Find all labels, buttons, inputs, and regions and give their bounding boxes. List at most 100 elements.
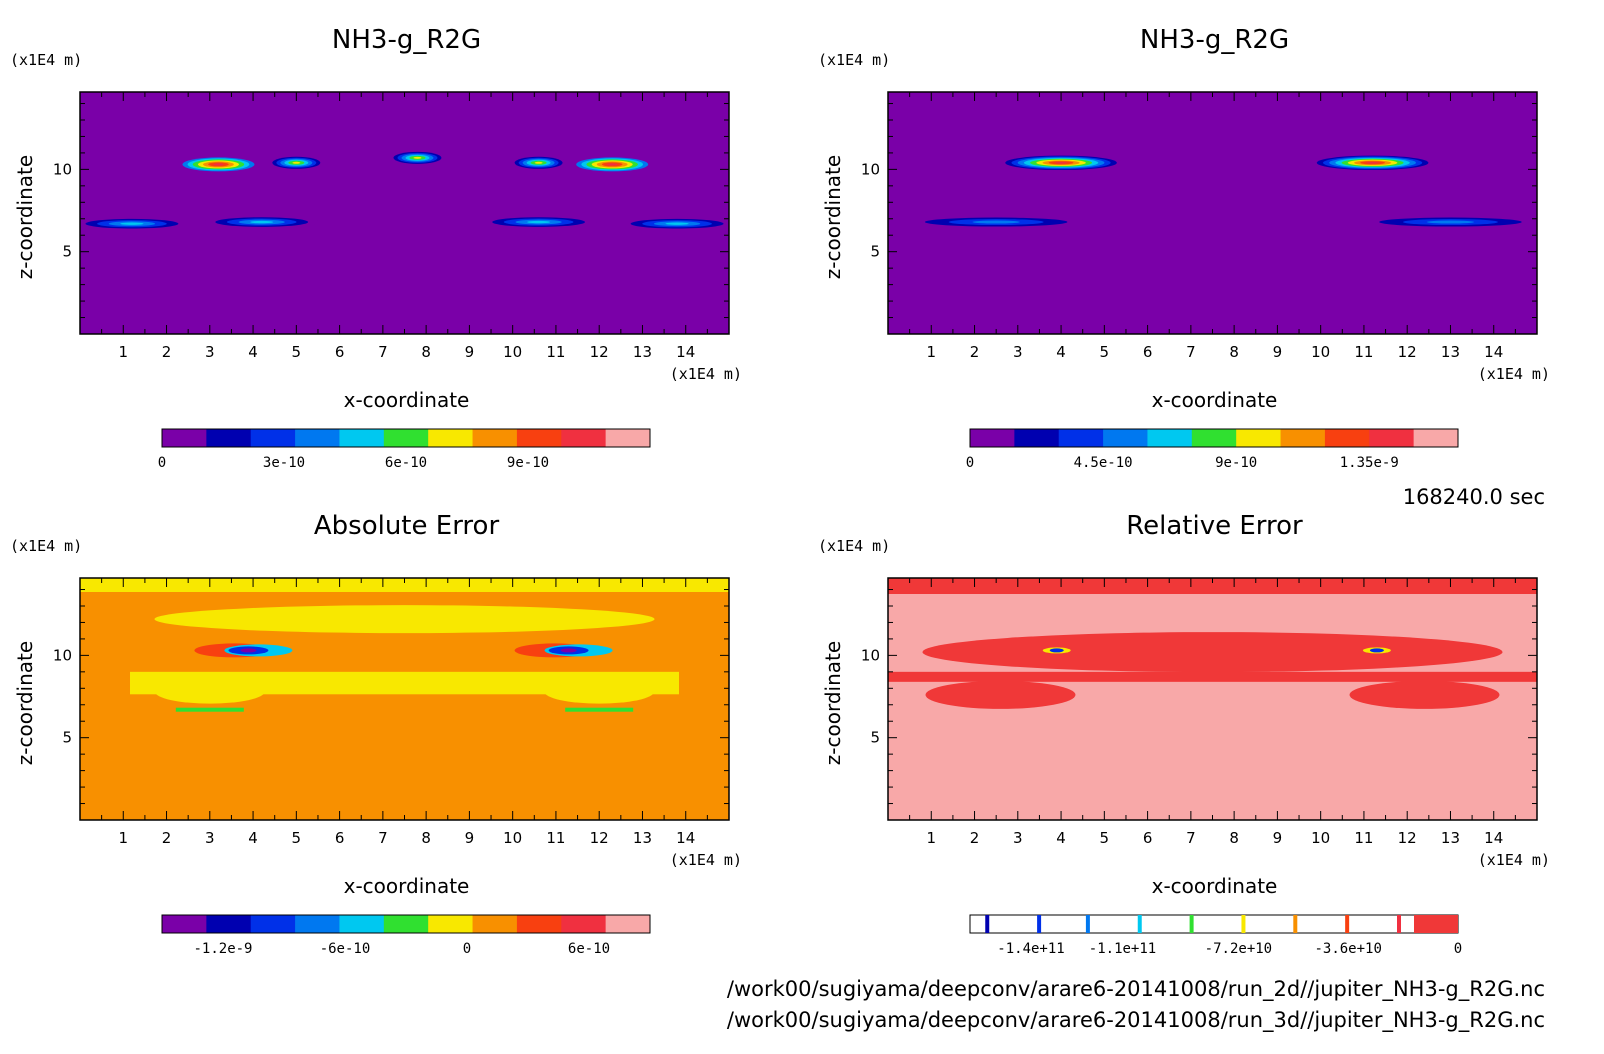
x-tick-label: 5 [292,343,302,361]
x-unit-label: (x1E4 m) [670,365,742,383]
colorbar-swatch [561,915,607,933]
colorbar-swatch [1280,429,1326,447]
colorbar-level-line [985,915,990,933]
x-tick-label: 13 [1441,343,1460,361]
colorbar-swatch [516,915,562,933]
plot-background [80,92,729,334]
mid-band [922,632,1503,673]
data-feature-3 [565,707,634,712]
y-tick-label: 5 [870,729,880,747]
colorbar-swatch [970,429,1015,447]
plot-background [888,92,1537,334]
mid-band [130,671,679,695]
colorbar-swatch [383,915,429,933]
data-feature-0 [240,648,257,653]
data-feature-1 [1366,161,1379,164]
y-tick-label: 10 [861,160,880,178]
colorbar-tick-label: 0 [966,455,974,471]
colorbar-tick-label: 4.5e-10 [1074,455,1133,471]
colorbar-swatch [162,429,207,447]
x-tick-label: 13 [1441,829,1460,847]
data-feature-7 [527,220,551,224]
y-tick-label: 10 [53,646,72,664]
x-tick-label: 1 [926,829,936,847]
colorbar: 0 4.5e-10 9e-10 1.35e-9 [966,428,1459,471]
file-path-1: /work00/sugiyama/deepconv/arare6-2014100… [727,977,1545,1002]
colorbar-swatch [206,915,252,933]
colorbar-frame [969,914,1459,934]
x-tick-label: 3 [1013,343,1023,361]
colorbar-swatch [1147,429,1193,447]
x-tick-label: 4 [1056,829,1066,847]
plot-area [888,578,1537,820]
colorbar-swatch [295,429,340,447]
x-tick-label: 6 [1143,829,1153,847]
colorbar-swatch [1014,429,1060,447]
x-tick-label: 1 [118,343,128,361]
x-tick-label: 11 [1354,829,1373,847]
colorbar-tick-label: 6e-10 [385,455,427,471]
colorbar-tick-label: -1.2e-9 [193,941,252,957]
data-feature-2 [972,220,1020,224]
colorbar-tick-label: 0 [158,455,166,471]
plot-area [80,578,729,820]
colorbar-tick-label: 0 [463,941,471,957]
colorbar-swatch [561,429,607,447]
colorbar-tick-label: 9e-10 [1215,455,1257,471]
colorbar: 0 3e-10 6e-10 9e-10 [158,428,651,471]
colorbar-swatch [1191,429,1237,447]
y-axis-label: z-coordinate [13,155,37,279]
file-path-2: /work00/sugiyama/deepconv/arare6-2014100… [727,1008,1545,1033]
data-feature-1 [292,161,301,164]
lower-patch-left [154,679,265,704]
x-tick-label: 6 [335,343,345,361]
y-tick-label: 5 [62,729,72,747]
x-tick-label: 13 [633,829,652,847]
x-tick-label: 7 [378,343,388,361]
colorbar-swatch [295,915,340,933]
data-feature-5 [120,222,144,225]
colorbar-tick-label: -1.4e+11 [997,941,1064,957]
colorbar-level-line [1189,915,1194,933]
x-tick-label: 2 [162,343,172,361]
x-tick-label: 9 [465,829,475,847]
x-tick-label: 11 [546,343,565,361]
colorbar-swatch [516,429,562,447]
colorbar-swatch [1103,429,1148,447]
chart-title: NH3-g_R2G [332,25,481,55]
colorbar-swatch [472,429,518,447]
colorbar-tick-label: 9e-10 [507,455,549,471]
x-tick-label: 11 [546,829,565,847]
x-tick-label: 10 [1311,829,1330,847]
x-tick-label: 5 [1100,829,1110,847]
x-tick-label: 11 [1354,343,1373,361]
x-axis-label: x-coordinate [1152,388,1278,412]
x-tick-label: 2 [970,343,980,361]
colorbar-swatch [605,915,651,933]
x-tick-label: 8 [421,829,431,847]
y-unit-label: (x1E4 m) [10,537,82,555]
x-tick-label: 12 [590,829,609,847]
colorbar-level-line [1085,915,1090,933]
colorbar-swatch [250,915,296,933]
x-tick-label: 9 [1273,829,1283,847]
data-feature-3 [534,161,543,164]
x-tick-label: 7 [1186,829,1196,847]
x-tick-label: 9 [1273,343,1283,361]
x-axis: 1 2 3 4 5 6 7 8 9 10 11 12 13 14 [909,92,1516,361]
y-axis-label: z-coordinate [821,641,845,765]
plot-area [888,92,1537,334]
x-tick-label: 1 [118,829,128,847]
colorbar-level-line [1241,915,1246,933]
colorbar-tick-label: -6e-10 [320,941,371,957]
colorbar-frame [969,428,1459,448]
data-feature-3 [1426,220,1475,224]
x-tick-label: 8 [1229,343,1239,361]
x-axis: 1 2 3 4 5 6 7 8 9 10 11 12 13 14 [101,578,708,847]
y-axis-label: z-coordinate [13,641,37,765]
y-unit-label: (x1E4 m) [10,51,82,69]
colorbar-swatch [162,915,207,933]
colorbar-swatch [1058,429,1104,447]
